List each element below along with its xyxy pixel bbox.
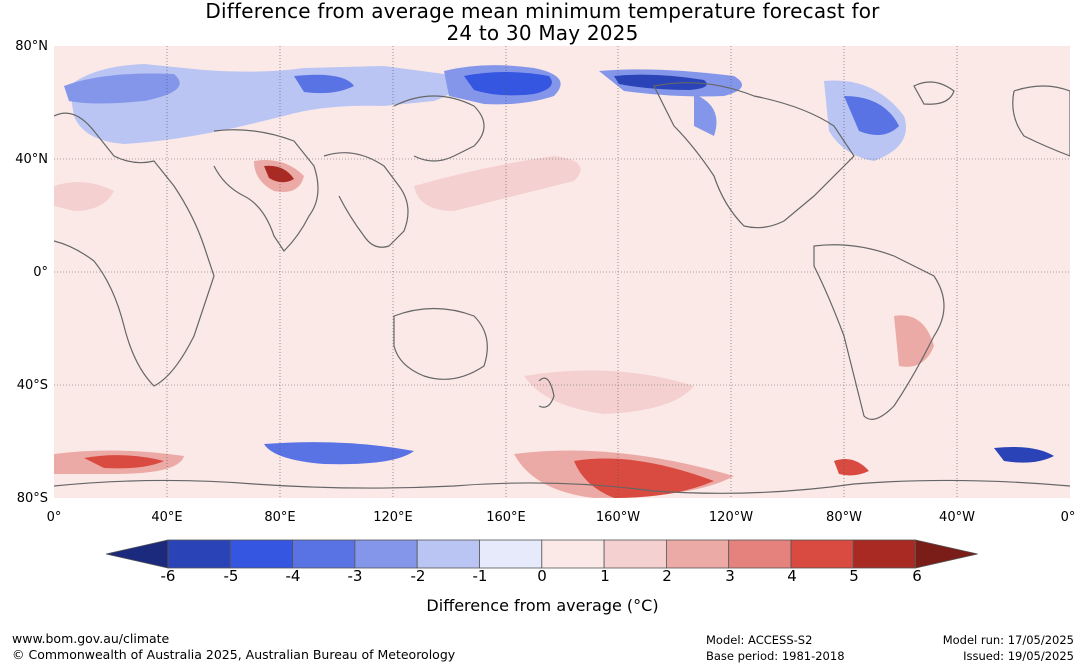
colorbar-extend-high xyxy=(915,539,978,569)
lon-label-40w: 40°W xyxy=(939,510,975,525)
map-title: Difference from average mean minimum tem… xyxy=(0,0,1085,44)
anomaly-warm-sahara xyxy=(54,182,114,211)
lat-label-40s: 40°S xyxy=(16,378,48,393)
footer-model: Model: ACCESS-S2 xyxy=(706,633,813,647)
colorbar-cell xyxy=(852,539,916,569)
lon-label-80e: 80°E xyxy=(264,510,296,525)
colorbar-cell xyxy=(790,539,854,569)
colorbar-tick: 3 xyxy=(725,567,735,585)
colorbar-cell xyxy=(603,539,667,569)
lon-label-160w: 160°W xyxy=(595,510,641,525)
colorbar xyxy=(106,539,978,569)
coast-new-zealand xyxy=(538,377,555,408)
coastlines xyxy=(54,81,1070,494)
colorbar-tick: 6 xyxy=(912,567,922,585)
anomaly-strong-cool-alaska xyxy=(614,74,707,90)
colorbar-tick: -2 xyxy=(410,567,426,585)
coast-north-america xyxy=(653,82,855,229)
anomaly-cool-ural xyxy=(294,74,354,94)
graticule xyxy=(54,46,1070,498)
colorbar-cell xyxy=(416,539,480,569)
footer-run-info: Model run: 17/05/2025 Issued: 19/05/2025 xyxy=(943,632,1074,664)
anomaly-strong-warm-himalaya xyxy=(264,165,294,183)
coast-africa xyxy=(54,112,215,387)
lat-label-0: 0° xyxy=(33,265,48,280)
anomaly-cool-yukon xyxy=(694,94,717,136)
coast-south-america xyxy=(813,244,945,420)
colorbar-extend-low xyxy=(106,539,169,569)
colorbar-tick: -4 xyxy=(285,567,301,585)
anomaly-cool-indian-ocean-south xyxy=(264,442,414,465)
footer-model-run: Model run: 17/05/2025 xyxy=(942,633,1074,647)
lon-label-0-end: 0° xyxy=(1060,510,1076,525)
colorbar-tick: 2 xyxy=(662,567,672,585)
lat-label-40n: 40°N xyxy=(15,152,48,167)
anomaly-strong-warm-ross-sea xyxy=(574,458,714,498)
anomaly-warm-south-america xyxy=(894,315,934,367)
anomaly-warm-antarctic-peninsula xyxy=(834,458,869,476)
colorbar-cell xyxy=(666,539,730,569)
colorbar-tick: -5 xyxy=(223,567,239,585)
footer-model-info: Model: ACCESS-S2 Base period: 1981-2018 xyxy=(706,632,845,664)
colorbar-label: Difference from average (°C) xyxy=(426,596,659,615)
lon-label-120w: 120°W xyxy=(708,510,754,525)
colorbar-tick: 1 xyxy=(600,567,610,585)
coast-australia xyxy=(393,307,488,380)
footer-left: www.bom.gov.au/climate © Commonwealth of… xyxy=(12,631,455,663)
footer-issued: Issued: 19/05/2025 xyxy=(963,649,1074,663)
anomaly-cool-scandinavia xyxy=(64,73,180,104)
colorbar-cell xyxy=(354,539,418,569)
anomaly-strong-cool-hudson xyxy=(844,96,899,135)
colorbar-tick: 5 xyxy=(849,567,859,585)
lat-label-80s: 80°S xyxy=(16,491,48,506)
colorbar-tick: -3 xyxy=(347,567,363,585)
lon-label-120e: 120°E xyxy=(373,510,413,525)
colorbar-cell xyxy=(479,539,543,569)
colorbar-cell xyxy=(167,539,231,569)
anomaly-strong-cool-siberia xyxy=(464,72,552,96)
anomaly-warm-south-pacific xyxy=(524,370,694,414)
title-line-2: 24 to 30 May 2025 xyxy=(446,21,639,45)
colorbar-cell xyxy=(229,539,294,569)
coast-antarctica xyxy=(54,479,1070,494)
lon-label-40e: 40°E xyxy=(151,510,183,525)
anomaly-warm-north-pacific xyxy=(414,156,581,211)
colorbar-tick: -6 xyxy=(160,567,176,585)
map-canvas xyxy=(54,46,1070,498)
title-line-1: Difference from average mean minimum tem… xyxy=(205,0,880,23)
anomaly-strong-warm-south-atlantic xyxy=(84,455,164,469)
coast-east-asia xyxy=(393,95,485,162)
coast-europe xyxy=(1012,85,1070,157)
colorbar-cell xyxy=(541,539,605,569)
colorbar-tick: -1 xyxy=(472,567,488,585)
colorbar-cell xyxy=(292,539,356,569)
coast-southeast-asia xyxy=(323,152,409,248)
colorbar-tick: 0 xyxy=(537,567,547,585)
temperature-anomaly-map xyxy=(54,46,1070,498)
footer-base-period: Base period: 1981-2018 xyxy=(706,649,845,663)
anomaly-cool-weddell xyxy=(994,447,1054,463)
lon-label-160e: 160°E xyxy=(486,510,526,525)
footer-copyright: © Commonwealth of Australia 2025, Austra… xyxy=(12,647,456,662)
footer-website: www.bom.gov.au/climate xyxy=(12,631,170,646)
coast-middle-east-india xyxy=(213,129,319,252)
lon-label-0: 0° xyxy=(46,510,62,525)
coast-greenland xyxy=(913,81,955,105)
lon-label-80w: 80°W xyxy=(826,510,862,525)
colorbar-cell xyxy=(728,539,792,569)
colorbar-tick: 4 xyxy=(787,567,797,585)
lat-label-80n: 80°N xyxy=(15,39,48,54)
